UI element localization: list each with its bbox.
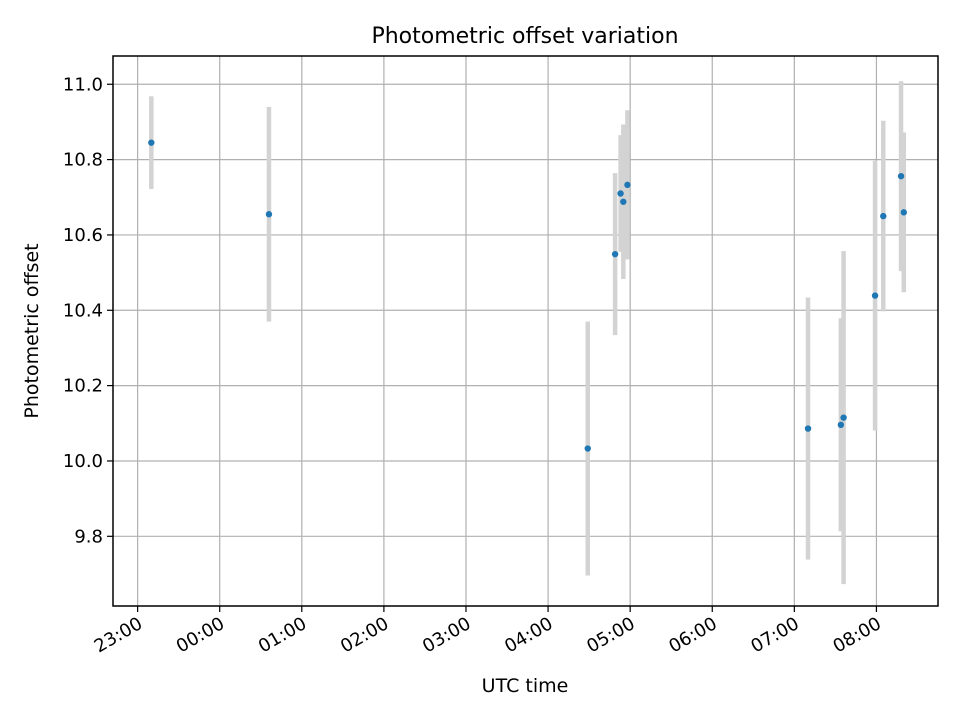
chart-title: Photometric offset variation [371,24,678,49]
x-axis-ticks: 23:00 00:00 01:00 02:00 03:00 04:00 05:00 06:00… [91,606,885,657]
x-tick-label: 02:00 [337,613,392,657]
data-point [900,209,907,216]
data-point [804,425,812,432]
y-tick-label: 10.0 [63,451,103,472]
data-point [617,190,624,197]
error-bars [149,81,907,585]
x-tick-label: 03:00 [419,613,474,657]
x-tick-label: 06:00 [665,613,720,657]
data-point [624,181,631,189]
x-tick-label: 00:00 [173,613,228,657]
x-tick-label: 23:00 [91,613,146,657]
plot-frame [112,55,939,607]
data-point [837,421,845,429]
x-tick-label: 04:00 [501,613,556,657]
y-tick-label: 9.8 [74,526,103,547]
data-point [148,139,155,146]
x-tick-label: 07:00 [747,613,802,657]
y-tick-label: 11.0 [63,74,103,95]
data-point [620,198,627,205]
data-points [148,139,907,452]
y-tick-label: 10.6 [63,225,103,246]
y-axis-label: Photometric offset [21,243,43,418]
y-tick-label: 10.2 [63,376,103,397]
data-point [840,414,847,421]
data-point [880,212,887,220]
data-point [584,445,591,452]
grid [113,56,938,606]
x-axis-label: UTC time [482,675,569,697]
x-tick-label: 01:00 [255,613,310,657]
y-axis-ticks: 9.8 10.0 10.2 10.4 10.6 10.8 11.0 [63,74,113,547]
x-tick-label: 08:00 [830,613,885,657]
y-tick-label: 10.4 [63,300,103,321]
data-point [265,211,273,218]
x-tick-label: 05:00 [583,613,638,657]
y-tick-label: 10.8 [63,150,103,171]
data-point [611,250,619,258]
data-point [871,292,879,299]
data-point [897,172,905,180]
